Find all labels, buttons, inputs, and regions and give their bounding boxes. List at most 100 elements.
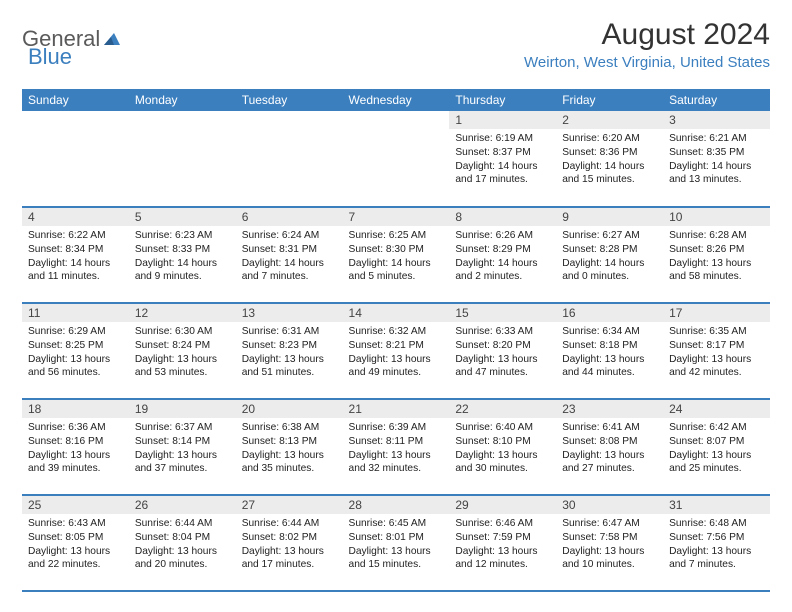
weekday-header: Sunday xyxy=(22,89,129,111)
calendar-grid: SundayMondayTuesdayWednesdayThursdayFrid… xyxy=(22,89,770,592)
day-details: Sunrise: 6:21 AMSunset: 8:35 PMDaylight:… xyxy=(663,129,770,191)
day-details: Sunrise: 6:40 AMSunset: 8:10 PMDaylight:… xyxy=(449,418,556,480)
day-number: 3 xyxy=(663,111,770,129)
day-number: 13 xyxy=(236,304,343,322)
day-details: Sunrise: 6:26 AMSunset: 8:29 PMDaylight:… xyxy=(449,226,556,288)
calendar-day-cell: 16Sunrise: 6:34 AMSunset: 8:18 PMDayligh… xyxy=(556,303,663,399)
day-details: Sunrise: 6:24 AMSunset: 8:31 PMDaylight:… xyxy=(236,226,343,288)
calendar-day-cell: 28Sunrise: 6:45 AMSunset: 8:01 PMDayligh… xyxy=(343,495,450,591)
day-number: 30 xyxy=(556,496,663,514)
day-number: 26 xyxy=(129,496,236,514)
calendar-day-cell: 2Sunrise: 6:20 AMSunset: 8:36 PMDaylight… xyxy=(556,111,663,207)
day-number: 27 xyxy=(236,496,343,514)
day-details: Sunrise: 6:44 AMSunset: 8:02 PMDaylight:… xyxy=(236,514,343,576)
calendar-day-cell: 3Sunrise: 6:21 AMSunset: 8:35 PMDaylight… xyxy=(663,111,770,207)
day-details: Sunrise: 6:23 AMSunset: 8:33 PMDaylight:… xyxy=(129,226,236,288)
brand-part2: Blue xyxy=(28,44,72,69)
calendar-day-cell: 17Sunrise: 6:35 AMSunset: 8:17 PMDayligh… xyxy=(663,303,770,399)
day-details: Sunrise: 6:37 AMSunset: 8:14 PMDaylight:… xyxy=(129,418,236,480)
day-number: 2 xyxy=(556,111,663,129)
day-details: Sunrise: 6:47 AMSunset: 7:58 PMDaylight:… xyxy=(556,514,663,576)
day-details: Sunrise: 6:39 AMSunset: 8:11 PMDaylight:… xyxy=(343,418,450,480)
day-details: Sunrise: 6:38 AMSunset: 8:13 PMDaylight:… xyxy=(236,418,343,480)
day-details: Sunrise: 6:45 AMSunset: 8:01 PMDaylight:… xyxy=(343,514,450,576)
day-details: Sunrise: 6:36 AMSunset: 8:16 PMDaylight:… xyxy=(22,418,129,480)
calendar-day-cell: 22Sunrise: 6:40 AMSunset: 8:10 PMDayligh… xyxy=(449,399,556,495)
month-title: August 2024 xyxy=(524,18,770,52)
day-details: Sunrise: 6:29 AMSunset: 8:25 PMDaylight:… xyxy=(22,322,129,384)
day-number: 29 xyxy=(449,496,556,514)
day-number: 15 xyxy=(449,304,556,322)
day-number: 12 xyxy=(129,304,236,322)
day-number: 20 xyxy=(236,400,343,418)
day-details: Sunrise: 6:31 AMSunset: 8:23 PMDaylight:… xyxy=(236,322,343,384)
weekday-header: Saturday xyxy=(663,89,770,111)
day-number: 5 xyxy=(129,208,236,226)
calendar-day-cell: 15Sunrise: 6:33 AMSunset: 8:20 PMDayligh… xyxy=(449,303,556,399)
calendar-day-cell: 31Sunrise: 6:48 AMSunset: 7:56 PMDayligh… xyxy=(663,495,770,591)
day-number: 22 xyxy=(449,400,556,418)
calendar-day-cell: 29Sunrise: 6:46 AMSunset: 7:59 PMDayligh… xyxy=(449,495,556,591)
day-number: 4 xyxy=(22,208,129,226)
day-details: Sunrise: 6:27 AMSunset: 8:28 PMDaylight:… xyxy=(556,226,663,288)
day-details: Sunrise: 6:28 AMSunset: 8:26 PMDaylight:… xyxy=(663,226,770,288)
day-number: 11 xyxy=(22,304,129,322)
calendar-day-cell: 13Sunrise: 6:31 AMSunset: 8:23 PMDayligh… xyxy=(236,303,343,399)
day-details: Sunrise: 6:44 AMSunset: 8:04 PMDaylight:… xyxy=(129,514,236,576)
calendar-day-cell: 7Sunrise: 6:25 AMSunset: 8:30 PMDaylight… xyxy=(343,207,450,303)
calendar-empty-cell xyxy=(22,111,129,207)
brand-sail-icon xyxy=(102,31,122,47)
calendar-day-cell: 8Sunrise: 6:26 AMSunset: 8:29 PMDaylight… xyxy=(449,207,556,303)
day-number: 14 xyxy=(343,304,450,322)
day-number: 23 xyxy=(556,400,663,418)
calendar-week-row: 18Sunrise: 6:36 AMSunset: 8:16 PMDayligh… xyxy=(22,399,770,495)
day-number: 1 xyxy=(449,111,556,129)
day-number: 10 xyxy=(663,208,770,226)
day-number: 24 xyxy=(663,400,770,418)
day-details: Sunrise: 6:43 AMSunset: 8:05 PMDaylight:… xyxy=(22,514,129,576)
calendar-day-cell: 4Sunrise: 6:22 AMSunset: 8:34 PMDaylight… xyxy=(22,207,129,303)
calendar-body: 1Sunrise: 6:19 AMSunset: 8:37 PMDaylight… xyxy=(22,111,770,591)
calendar-header-row: SundayMondayTuesdayWednesdayThursdayFrid… xyxy=(22,89,770,111)
calendar-day-cell: 14Sunrise: 6:32 AMSunset: 8:21 PMDayligh… xyxy=(343,303,450,399)
day-details: Sunrise: 6:41 AMSunset: 8:08 PMDaylight:… xyxy=(556,418,663,480)
calendar-page: General August 2024 Weirton, West Virgin… xyxy=(0,0,792,612)
weekday-header: Tuesday xyxy=(236,89,343,111)
calendar-day-cell: 18Sunrise: 6:36 AMSunset: 8:16 PMDayligh… xyxy=(22,399,129,495)
calendar-empty-cell xyxy=(129,111,236,207)
calendar-day-cell: 5Sunrise: 6:23 AMSunset: 8:33 PMDaylight… xyxy=(129,207,236,303)
day-details: Sunrise: 6:25 AMSunset: 8:30 PMDaylight:… xyxy=(343,226,450,288)
calendar-day-cell: 25Sunrise: 6:43 AMSunset: 8:05 PMDayligh… xyxy=(22,495,129,591)
title-block: August 2024 Weirton, West Virginia, Unit… xyxy=(524,18,770,71)
calendar-day-cell: 6Sunrise: 6:24 AMSunset: 8:31 PMDaylight… xyxy=(236,207,343,303)
day-number: 8 xyxy=(449,208,556,226)
day-number: 21 xyxy=(343,400,450,418)
calendar-day-cell: 10Sunrise: 6:28 AMSunset: 8:26 PMDayligh… xyxy=(663,207,770,303)
calendar-week-row: 25Sunrise: 6:43 AMSunset: 8:05 PMDayligh… xyxy=(22,495,770,591)
location-label: Weirton, West Virginia, United States xyxy=(524,54,770,71)
day-number: 25 xyxy=(22,496,129,514)
weekday-header: Thursday xyxy=(449,89,556,111)
calendar-day-cell: 23Sunrise: 6:41 AMSunset: 8:08 PMDayligh… xyxy=(556,399,663,495)
day-number: 7 xyxy=(343,208,450,226)
calendar-week-row: 11Sunrise: 6:29 AMSunset: 8:25 PMDayligh… xyxy=(22,303,770,399)
calendar-week-row: 4Sunrise: 6:22 AMSunset: 8:34 PMDaylight… xyxy=(22,207,770,303)
day-details: Sunrise: 6:33 AMSunset: 8:20 PMDaylight:… xyxy=(449,322,556,384)
day-number: 19 xyxy=(129,400,236,418)
brand-part2-wrap: Blue xyxy=(28,44,72,70)
header: General August 2024 Weirton, West Virgin… xyxy=(22,18,770,71)
calendar-day-cell: 19Sunrise: 6:37 AMSunset: 8:14 PMDayligh… xyxy=(129,399,236,495)
day-number: 16 xyxy=(556,304,663,322)
calendar-day-cell: 30Sunrise: 6:47 AMSunset: 7:58 PMDayligh… xyxy=(556,495,663,591)
day-details: Sunrise: 6:30 AMSunset: 8:24 PMDaylight:… xyxy=(129,322,236,384)
day-details: Sunrise: 6:20 AMSunset: 8:36 PMDaylight:… xyxy=(556,129,663,191)
calendar-day-cell: 21Sunrise: 6:39 AMSunset: 8:11 PMDayligh… xyxy=(343,399,450,495)
day-details: Sunrise: 6:42 AMSunset: 8:07 PMDaylight:… xyxy=(663,418,770,480)
weekday-header: Monday xyxy=(129,89,236,111)
calendar-day-cell: 11Sunrise: 6:29 AMSunset: 8:25 PMDayligh… xyxy=(22,303,129,399)
day-number: 6 xyxy=(236,208,343,226)
calendar-day-cell: 9Sunrise: 6:27 AMSunset: 8:28 PMDaylight… xyxy=(556,207,663,303)
calendar-week-row: 1Sunrise: 6:19 AMSunset: 8:37 PMDaylight… xyxy=(22,111,770,207)
day-details: Sunrise: 6:19 AMSunset: 8:37 PMDaylight:… xyxy=(449,129,556,191)
calendar-empty-cell xyxy=(343,111,450,207)
